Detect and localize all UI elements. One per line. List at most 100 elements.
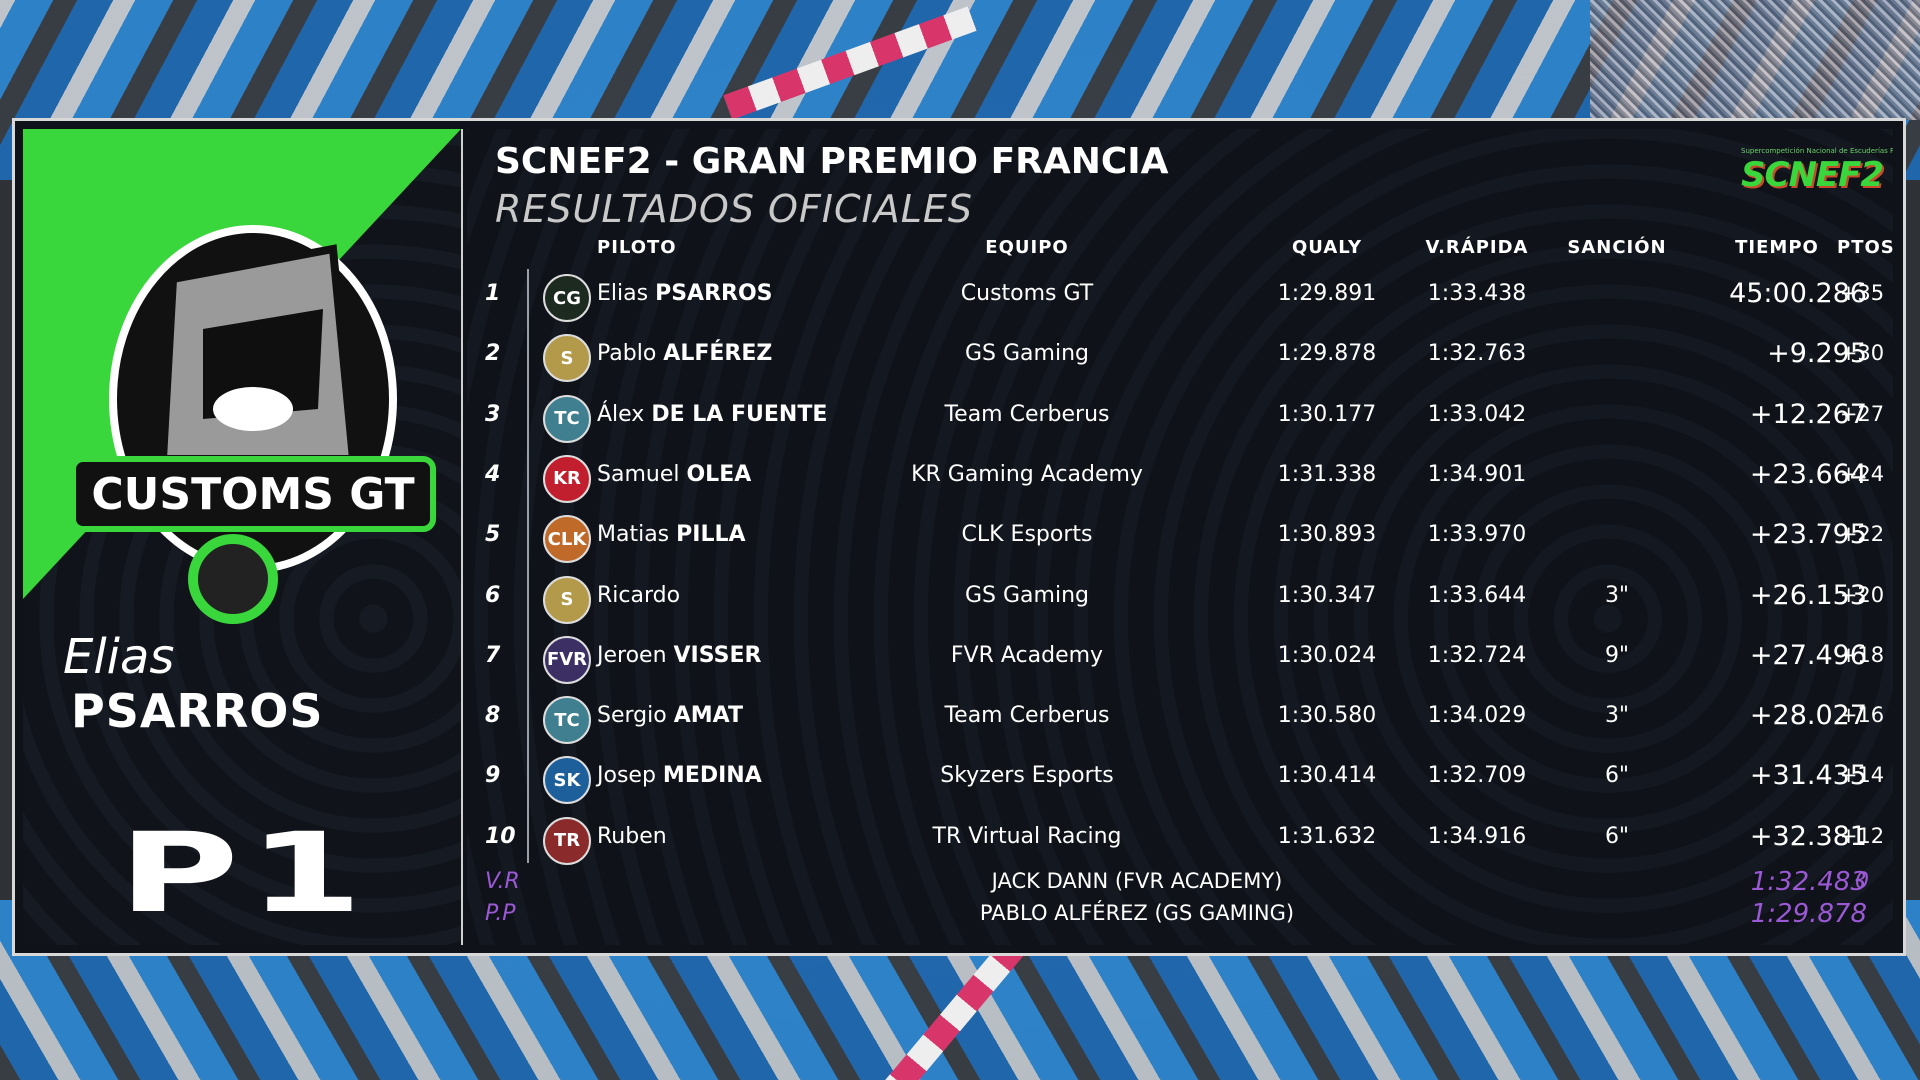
driver-first-name: Ricardo [597, 582, 681, 608]
qualy-time: 1:31.338 [1277, 461, 1377, 487]
team-name: CLK Esports [961, 522, 1093, 548]
fastest-lap-time: 1:34.916 [1427, 823, 1527, 849]
driver-name: Elias PSARROS [597, 281, 773, 306]
qualy-time: 1:29.891 [1277, 281, 1377, 306]
team-logo-icon: CLK [543, 515, 591, 564]
position-number: 4 [485, 461, 501, 487]
points: +14 [1839, 763, 1885, 788]
qualy-time: 1:31.632 [1277, 823, 1377, 849]
table-row: 5 CLK Matias PILLA CLK Esports 1:30.893 … [467, 506, 1893, 566]
driver-first-name: Pablo [597, 341, 657, 367]
background-pattern [467, 129, 1893, 945]
table-row: 2 S Pablo ALFÉREZ GS Gaming 1:29.878 1:3… [467, 325, 1893, 385]
points: +20 [1839, 582, 1885, 607]
results-table-area: SCNEF2 - GRAN PREMIO FRANCIA RESULTADOS … [467, 129, 1893, 945]
points: +30 [1839, 341, 1885, 366]
team-logo-icon: TC [543, 696, 591, 745]
team-name: Team Cerberus [944, 401, 1110, 427]
position-number: 9 [485, 763, 501, 789]
points: +12 [1839, 823, 1885, 848]
points: +22 [1839, 522, 1885, 547]
penalty: 3" [1604, 703, 1630, 729]
race-time: +27.496 [1749, 639, 1867, 671]
race-time: +9.295 [1767, 338, 1867, 370]
team-logo-icon: S [543, 334, 591, 383]
driver-last-name: PSARROS [655, 281, 773, 306]
team-name: Team Cerberus [944, 703, 1110, 729]
position-number: 6 [485, 582, 501, 608]
header-equipo: EQUIPO [985, 237, 1069, 258]
customs-gt-logo: CUSTOMS GT [70, 225, 436, 624]
winner-card: CUSTOMS GT Elias PSARROS P1 [23, 129, 463, 945]
table-row: 6 S Ricardo GS Gaming 1:30.347 1:33.644 … [467, 567, 1893, 627]
logo-text: CUSTOMS GT [91, 469, 414, 520]
fastest-lap-time: 1:33.042 [1427, 401, 1527, 427]
race-time: +23.795 [1749, 519, 1867, 551]
team-logo-icon: FVR [543, 635, 591, 684]
points: +18 [1839, 642, 1885, 667]
driver-name: Matias PILLA [597, 522, 746, 547]
team-logo-icon: KR [543, 454, 591, 503]
points: +24 [1839, 461, 1885, 486]
event-title: SCNEF2 - GRAN PREMIO FRANCIA [495, 141, 1169, 182]
points: +16 [1839, 703, 1885, 728]
team-name: GS Gaming [965, 582, 1089, 608]
driver-first-name: Jeroen [597, 642, 667, 668]
race-time: +31.435 [1749, 760, 1867, 792]
qualy-time: 1:29.878 [1277, 341, 1377, 367]
position-number: 10 [485, 823, 516, 849]
driver-first-name: Sergio [597, 703, 667, 729]
driver-name: Samuel OLEA [597, 462, 751, 487]
driver-name: Pablo ALFÉREZ [597, 341, 772, 366]
fastest-lap-time: 1:33.438 [1427, 281, 1527, 306]
driver-first-name: Matias [597, 522, 670, 548]
qualy-time: 1:30.024 [1277, 642, 1377, 668]
team-name: TR Virtual Racing [932, 823, 1122, 849]
winner-first-name: Elias [63, 629, 175, 685]
points: +27 [1839, 401, 1885, 426]
brand-name: SCNEF2 [1741, 155, 1884, 195]
winner-position: P1 [118, 809, 372, 937]
fastest-lap-label: V.R [485, 869, 520, 894]
crowd-stands [1590, 0, 1920, 120]
penalty: 3" [1604, 582, 1630, 608]
pole-position-label: P.P [485, 901, 516, 926]
brand-tagline: Supercompetición Nacional de Escuderías … [1741, 147, 1893, 155]
race-time: 45:00.286 [1729, 278, 1867, 309]
qualy-time: 1:30.893 [1277, 522, 1377, 548]
header-tiempo: TIEMPO [1735, 237, 1819, 258]
winner-last-name: PSARROS [71, 684, 324, 738]
fastest-lap-time: 1:32.709 [1427, 763, 1527, 789]
driver-last-name: MEDINA [662, 763, 762, 789]
penalty: 6" [1604, 763, 1630, 789]
team-logo-icon: S [543, 575, 591, 624]
driver-name: Jeroen VISSER [597, 643, 761, 668]
fastest-lap-points: 0 [1855, 869, 1869, 894]
driver-last-name: AMAT [673, 703, 743, 729]
position-number: 1 [485, 281, 501, 306]
team-name: KR Gaming Academy [911, 461, 1143, 487]
header-sancion: SANCIÓN [1567, 237, 1667, 258]
race-time: +32.381 [1749, 820, 1867, 852]
driver-name: Álex DE LA FUENTE [597, 402, 827, 427]
results-panel: CUSTOMS GT Elias PSARROS P1 SCNEF2 - GRA… [12, 118, 1906, 956]
team-logo-icon: CG [543, 274, 591, 322]
table-row: 7 FVR Jeroen VISSER FVR Academy 1:30.024… [467, 627, 1893, 687]
penalty: 6" [1604, 823, 1630, 849]
qualy-time: 1:30.347 [1277, 582, 1377, 608]
team-logo-icon: SK [543, 756, 591, 805]
fastest-lap-time: 1:33.970 [1427, 522, 1527, 548]
qualy-time: 1:30.414 [1277, 763, 1377, 789]
table-row: 3 TC Álex DE LA FUENTE Team Cerberus 1:3… [467, 386, 1893, 446]
race-time: +12.267 [1749, 398, 1867, 430]
position-number: 5 [485, 522, 501, 548]
position-number: 2 [485, 341, 501, 367]
team-logo-icon: TC [543, 394, 591, 443]
fastest-lap-time: 1:32.483 [1750, 867, 1867, 897]
fastest-lap-time: 1:34.029 [1427, 703, 1527, 729]
table-row: 1 CG Elias PSARROS Customs GT 1:29.891 1… [467, 265, 1893, 325]
table-row: 4 KR Samuel OLEA KR Gaming Academy 1:31.… [467, 446, 1893, 506]
position-number: 7 [485, 642, 501, 668]
pole-position-driver: PABLO ALFÉREZ (GS GAMING) [979, 901, 1295, 925]
header-qualy: QUALY [1292, 237, 1362, 258]
